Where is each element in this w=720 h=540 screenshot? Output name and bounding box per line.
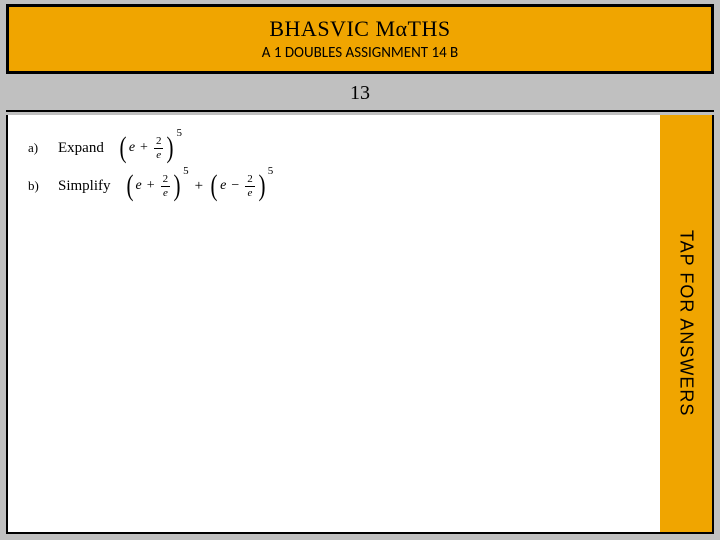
question-number-bar: 13	[6, 82, 714, 112]
right-paren-icon: )	[258, 171, 265, 201]
right-paren-icon: )	[167, 133, 174, 163]
fraction: 2 e	[161, 173, 171, 198]
question-number: 13	[350, 82, 370, 105]
page-title: BHASVIC MαTHS	[269, 16, 450, 42]
right-paren-icon: )	[174, 171, 181, 201]
fraction: 2 e	[245, 173, 255, 198]
answers-tab-label: TAP FOR ANSWERS	[676, 230, 697, 416]
operator: +	[147, 178, 155, 194]
question-a: a) Expand ( e + 2 e ) 5	[28, 133, 640, 163]
operator: −	[231, 178, 239, 194]
left-paren-icon: (	[119, 133, 126, 163]
joiner-operator: +	[195, 178, 203, 195]
header-bar: BHASVIC MαTHS A 1 DOUBLES ASSIGNMENT 14 …	[6, 4, 714, 74]
fraction: 2 e	[154, 135, 164, 160]
exponent: 5	[183, 165, 189, 177]
operator: +	[140, 140, 148, 156]
content-area: a) Expand ( e + 2 e ) 5 b) Simplify	[6, 115, 660, 534]
variable: e	[136, 178, 142, 194]
question-b-expression: ( e + 2 e ) 5 + ( e −	[125, 171, 274, 201]
question-b-verb: Simplify	[58, 178, 111, 195]
question-a-label: a)	[28, 140, 44, 156]
question-b-label: b)	[28, 178, 44, 194]
exponent: 5	[268, 165, 274, 177]
question-a-expression: ( e + 2 e ) 5	[118, 133, 182, 163]
question-b: b) Simplify ( e + 2 e ) 5 + (	[28, 171, 640, 201]
variable: e	[129, 140, 135, 156]
left-paren-icon: (	[126, 171, 133, 201]
left-paren-icon: (	[211, 171, 218, 201]
answers-tab[interactable]: TAP FOR ANSWERS	[660, 115, 714, 534]
page-subtitle: A 1 DOUBLES ASSIGNMENT 14 B	[262, 44, 458, 62]
question-a-verb: Expand	[58, 140, 104, 157]
exponent: 5	[176, 127, 182, 139]
variable: e	[220, 178, 226, 194]
